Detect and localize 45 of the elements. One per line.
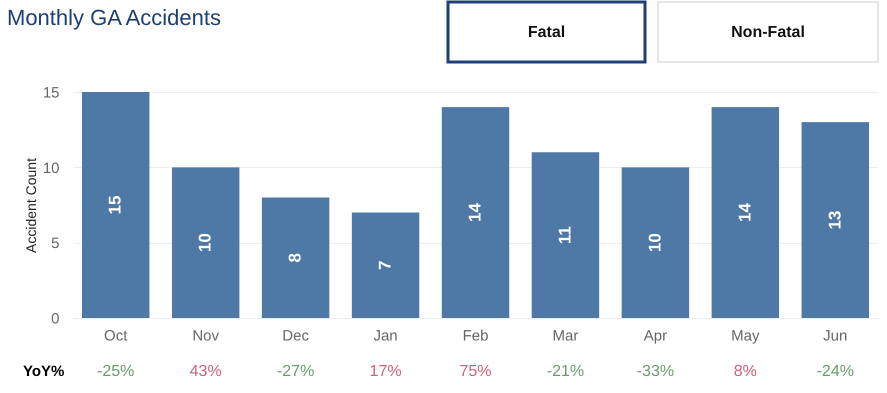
bar xyxy=(802,122,870,318)
x-tick-label: Apr xyxy=(644,328,668,344)
text: 8% xyxy=(734,363,757,380)
chart-title: Monthly GA Accidents xyxy=(7,5,221,30)
x-tick-label: Jan xyxy=(373,328,398,344)
data-label: 10 xyxy=(196,233,215,252)
bar xyxy=(82,92,150,318)
bar xyxy=(622,167,690,318)
x-tick-label: Feb xyxy=(462,328,488,344)
text: 75% xyxy=(459,363,492,380)
text: -21% xyxy=(546,363,584,380)
y-tick-label: 10 xyxy=(42,160,60,177)
data-label: 13 xyxy=(825,210,844,230)
bar xyxy=(442,107,510,318)
x-tick-label: May xyxy=(731,328,760,344)
x-tick-label: Oct xyxy=(104,328,128,344)
x-tick-label: Dec xyxy=(282,328,310,344)
text: -25% xyxy=(97,363,134,380)
text: 17% xyxy=(370,363,402,380)
data-label: 14 xyxy=(735,202,754,222)
text: -33% xyxy=(636,363,674,380)
y-axis-title: Accident Count xyxy=(22,158,39,253)
bar xyxy=(532,152,600,318)
bar xyxy=(352,212,420,318)
text: Fatal xyxy=(528,24,566,41)
x-tick-label: Nov xyxy=(192,328,220,344)
text: YoY% xyxy=(23,363,64,380)
text: Non-Fatal xyxy=(731,24,805,41)
x-tick-label: Mar xyxy=(552,328,578,344)
bar xyxy=(262,197,330,318)
y-tick-label: 15 xyxy=(42,84,60,102)
x-tick-label: Jun xyxy=(823,328,848,344)
text: -24% xyxy=(816,363,854,380)
bar xyxy=(172,167,240,318)
text: 43% xyxy=(190,363,222,380)
data-label: 14 xyxy=(466,202,484,222)
data-label: 7 xyxy=(376,260,395,270)
data-label: 10 xyxy=(645,233,664,252)
data-label: 15 xyxy=(106,196,125,214)
bar xyxy=(712,107,780,318)
data-label: 8 xyxy=(286,253,305,262)
data-label: 11 xyxy=(555,226,574,244)
text: -27% xyxy=(276,363,314,380)
y-tick-label: 5 xyxy=(51,235,60,252)
y-tick-label: 0 xyxy=(51,310,60,328)
